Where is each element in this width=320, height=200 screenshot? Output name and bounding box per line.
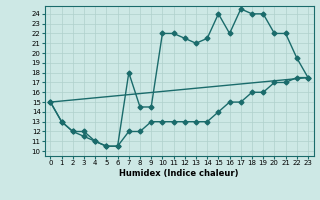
X-axis label: Humidex (Indice chaleur): Humidex (Indice chaleur) <box>119 169 239 178</box>
